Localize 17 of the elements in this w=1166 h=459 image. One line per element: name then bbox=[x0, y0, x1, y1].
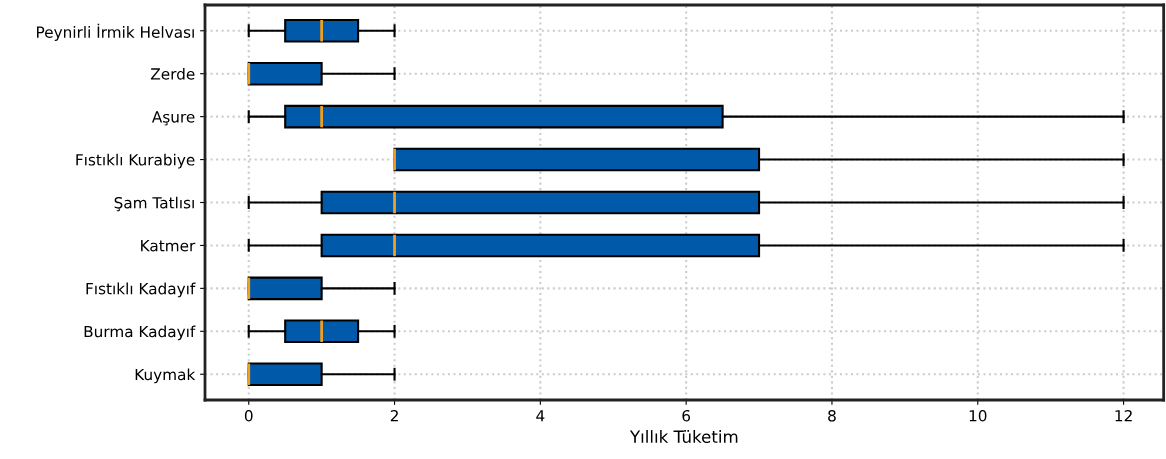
y-tick-label: Burma Kadayıf bbox=[84, 325, 196, 341]
x-tick-label: 10 bbox=[969, 409, 987, 422]
x-tick-label: 0 bbox=[244, 409, 253, 422]
x-tick-label: 12 bbox=[1115, 409, 1132, 422]
x-tick-label: 4 bbox=[536, 410, 545, 422]
y-tick-label: Katmer bbox=[141, 240, 196, 252]
y-tick-label: Şam Tatlısı bbox=[114, 196, 194, 212]
y-tick-label: Kuymak bbox=[135, 368, 196, 384]
x-tick-label: 8 bbox=[828, 409, 836, 422]
x-tick-label: 2 bbox=[390, 409, 398, 422]
y-tick-label: Fıstıklı Kurabiye bbox=[76, 153, 195, 169]
x-tick-label: 6 bbox=[682, 409, 691, 422]
x-axis-title: Yıllık Tüketim bbox=[629, 430, 738, 443]
y-tick-label: Aşure bbox=[151, 111, 195, 126]
y-tick-label: Zerde bbox=[150, 67, 195, 80]
y-tick-label: Fıstıklı Kadayıf bbox=[86, 282, 196, 298]
y-tick-label: Peynirli İrmik Helvası bbox=[37, 23, 194, 41]
